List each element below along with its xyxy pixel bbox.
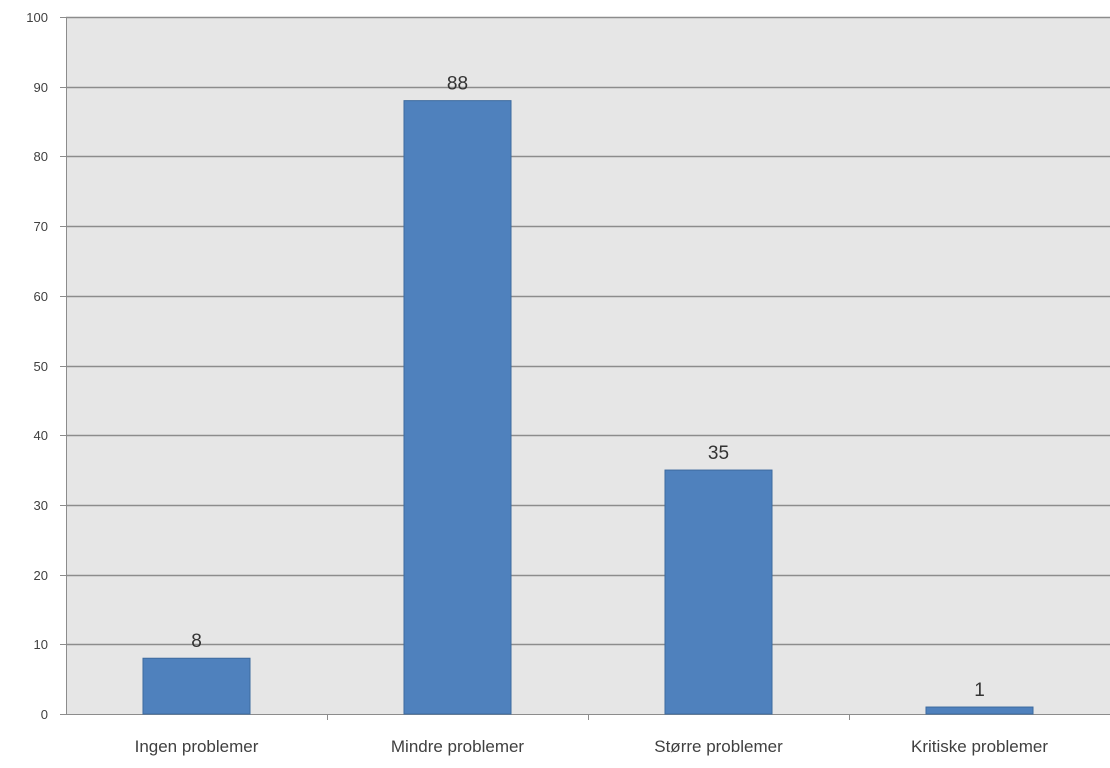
bar	[664, 469, 773, 715]
data-label: 1	[974, 680, 985, 701]
gridlines	[66, 16, 1110, 646]
y-tick-label: 90	[34, 80, 48, 95]
x-axis-ticks: Ingen problemer Mindre problemer Større pr…	[135, 737, 1049, 756]
x-tick-label: Større problemer	[654, 737, 783, 756]
y-tick-label: 10	[34, 637, 48, 652]
x-tick-label: Kritiske problemer	[911, 737, 1048, 756]
data-label: 8	[191, 631, 202, 652]
y-tick-label: 30	[34, 498, 48, 513]
y-tick-label: 70	[34, 219, 48, 234]
y-tick-label: 80	[34, 149, 48, 164]
plot-area	[66, 17, 1110, 714]
x-tick-label: Ingen problemer	[135, 737, 259, 756]
bar	[925, 706, 1034, 715]
bar	[142, 657, 251, 715]
x-tick-label: Mindre problemer	[391, 737, 525, 756]
data-label: 88	[447, 74, 468, 95]
y-tick-label: 20	[34, 568, 48, 583]
y-tick-label: 50	[34, 359, 48, 374]
bars	[142, 100, 1034, 715]
y-tick-label: 0	[41, 707, 48, 722]
data-label: 35	[708, 443, 729, 464]
bar	[403, 100, 512, 715]
y-tick-label: 60	[34, 289, 48, 304]
y-tick-label: 40	[34, 428, 48, 443]
y-axis-ticks: 0 10 20 30 40 50 60 70 80 90 100	[26, 10, 48, 722]
y-tick-label: 100	[26, 10, 48, 25]
